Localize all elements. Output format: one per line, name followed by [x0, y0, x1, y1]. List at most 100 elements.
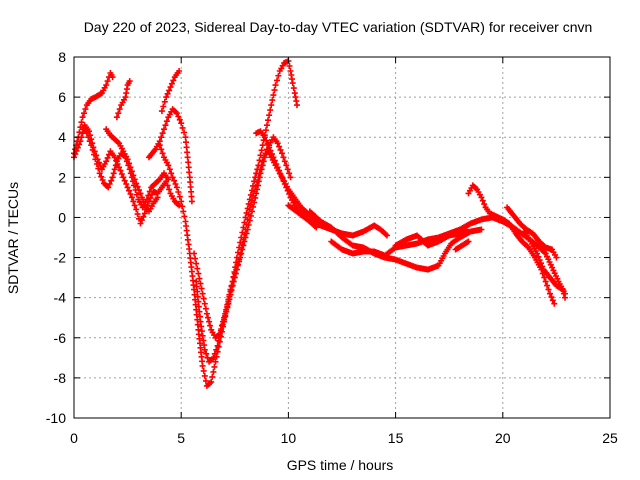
data-point	[178, 120, 185, 127]
data-point	[93, 161, 100, 167]
data-point	[104, 78, 111, 85]
grid-lines	[74, 57, 610, 418]
data-point	[227, 286, 234, 293]
data-point	[280, 177, 287, 184]
data-point	[277, 171, 284, 177]
data-point	[161, 98, 168, 105]
data-point	[159, 130, 166, 137]
data-point	[183, 139, 189, 146]
x-tick-label: 25	[602, 430, 618, 446]
data-point	[126, 78, 133, 85]
data-point	[158, 134, 165, 141]
data-point	[124, 184, 131, 191]
data-point	[108, 177, 115, 184]
data-point	[130, 198, 137, 205]
x-tick-label: 0	[70, 430, 78, 446]
data-point	[273, 161, 280, 167]
data-point	[283, 184, 290, 191]
data-point	[105, 184, 112, 191]
data-point	[266, 144, 273, 151]
data-point	[257, 152, 264, 159]
data-point	[281, 181, 288, 187]
data-point	[133, 180, 140, 187]
data-point	[216, 338, 223, 345]
data-point	[223, 306, 230, 313]
data-point	[140, 198, 147, 205]
series-track-19	[521, 228, 568, 301]
data-point	[229, 278, 236, 285]
data-point	[160, 103, 167, 110]
data-point	[214, 342, 221, 349]
data-point	[230, 274, 237, 281]
data-point	[256, 157, 263, 164]
data-point	[178, 198, 185, 205]
data-point	[211, 363, 218, 370]
axis-ticks: 0 5 10 15 20 25 -10 -8 -6 -4 -2 0 2 4 6 8	[46, 49, 618, 446]
y-tick-label: -4	[54, 290, 67, 306]
series-track-2	[71, 122, 183, 227]
data-point	[218, 322, 225, 329]
data-point	[166, 186, 173, 193]
data-point	[240, 242, 247, 249]
data-point	[268, 102, 275, 109]
y-tick-label: 2	[58, 169, 66, 185]
y-tick-label: 6	[58, 89, 66, 105]
data-point	[547, 290, 553, 297]
data-point	[239, 246, 246, 253]
data-point	[281, 158, 288, 165]
data-point	[202, 305, 209, 312]
data-point	[534, 250, 541, 257]
data-point	[201, 346, 208, 353]
data-point	[270, 154, 277, 161]
data-point	[250, 203, 256, 210]
data-point	[175, 189, 182, 195]
data-point	[198, 285, 205, 292]
data-point	[545, 286, 552, 293]
data-point	[81, 110, 87, 117]
data-point	[140, 213, 147, 220]
data-point	[289, 80, 296, 87]
data-point	[551, 300, 558, 307]
data-point	[275, 72, 282, 79]
data-point	[265, 117, 271, 124]
data-point	[115, 110, 122, 117]
data-point	[92, 156, 99, 163]
y-tick-label: -10	[46, 410, 66, 426]
data-point	[544, 282, 551, 289]
data-point	[76, 129, 83, 136]
data-point	[259, 162, 266, 169]
data-point	[127, 191, 134, 197]
data-point	[261, 134, 268, 141]
data-point	[287, 174, 294, 181]
data-point	[112, 162, 119, 169]
data-point	[196, 275, 203, 282]
data-point	[164, 182, 171, 189]
data-point	[479, 197, 486, 204]
data-point	[176, 68, 183, 74]
x-tick-label: 15	[388, 430, 404, 446]
data-point	[169, 174, 176, 181]
data-point	[120, 174, 127, 181]
data-point	[78, 119, 85, 126]
data-point	[559, 286, 566, 293]
y-axis-title: SDTVAR / TECUs	[5, 182, 21, 294]
data-point	[290, 85, 297, 92]
data-point	[166, 87, 173, 94]
data-point	[277, 146, 284, 153]
data-point	[263, 150, 270, 157]
data-point	[267, 107, 274, 114]
data-point	[161, 126, 167, 133]
series-track-15	[392, 226, 470, 249]
data-point	[171, 177, 178, 184]
data-point	[222, 310, 229, 317]
data-point	[133, 191, 140, 198]
data-point	[91, 151, 97, 158]
data-point	[163, 94, 170, 101]
data-point	[203, 350, 210, 357]
series-track-12	[285, 202, 390, 239]
data-point	[210, 354, 217, 361]
data-point	[103, 82, 110, 89]
data-point	[213, 346, 220, 353]
data-point	[197, 280, 204, 287]
data-point	[274, 77, 280, 84]
